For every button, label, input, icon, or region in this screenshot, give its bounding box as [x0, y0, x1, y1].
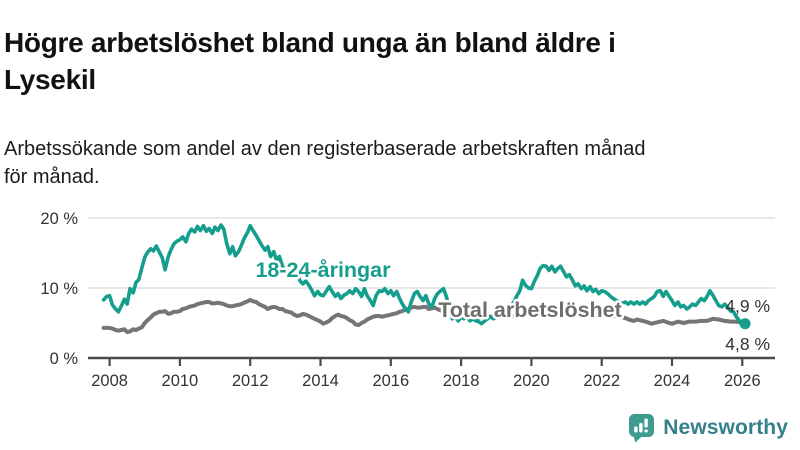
y-tick-label-20: 20 % [40, 210, 78, 228]
x-tick-label-2020: 2020 [513, 372, 550, 390]
title-line-1: Högre arbetslöshet bland unga än bland ä… [4, 26, 616, 58]
title-line-2: Lysekil [4, 63, 96, 95]
subtitle-line-2: för månad. [4, 166, 100, 188]
x-tick-label-2016: 2016 [372, 372, 409, 390]
chart-subtitle: Arbetssökande som andel av den registerb… [4, 135, 792, 191]
y-tick-label-10: 10 % [40, 280, 78, 298]
series-label-0: Total arbetslöshet [438, 298, 622, 322]
series-label-1: 18-24-åringar [255, 258, 391, 282]
x-tick-label-2012: 2012 [232, 372, 269, 390]
x-tick-label-2026: 2026 [724, 372, 761, 390]
end-value-label-0: 4,8 % [725, 334, 770, 354]
x-tick-label-2024: 2024 [654, 372, 691, 390]
y-tick-label-0: 0 % [50, 350, 79, 368]
exclamation-dot [644, 429, 649, 433]
x-tick-label-2010: 2010 [162, 372, 199, 390]
logo-text: Newsworthy [663, 416, 788, 439]
end-value-label-1: 4,9 % [725, 296, 770, 316]
series-line-1 [101, 223, 747, 326]
subtitle-line-1: Arbetssökande som andel av den registerb… [4, 138, 646, 160]
bar-medium [639, 423, 643, 433]
x-tick-label-2008: 2008 [91, 372, 128, 390]
page-title: Högre arbetslöshet bland unga än bland ä… [4, 24, 792, 98]
x-tick-label-2018: 2018 [443, 372, 480, 390]
x-tick-label-2014: 2014 [302, 372, 339, 390]
series-end-dot-1 [739, 318, 751, 330]
newsworthy-speech-bubble-chart-icon [629, 414, 655, 443]
line-chart: 0 % 10 % 20 % 2008 2010 2012 2014 2016 2018 2020 2… [40, 210, 775, 390]
series-line-0 [101, 297, 748, 335]
bar-small [634, 426, 638, 433]
newsworthy-logo: Newsworthy [628, 413, 788, 443]
exclamation-bar [644, 418, 649, 428]
x-tick-label-2022: 2022 [583, 372, 620, 390]
